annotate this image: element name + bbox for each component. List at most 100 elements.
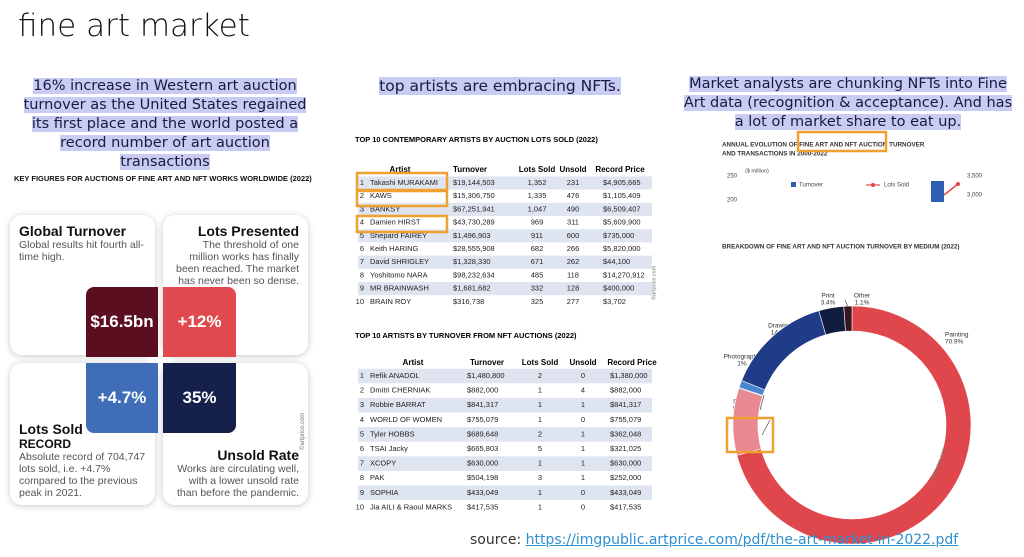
cell: $841,317 <box>467 400 498 409</box>
cell: $417,535 <box>467 502 498 511</box>
highlight-box <box>796 130 888 153</box>
cell: 3 <box>538 473 542 482</box>
figure-tile: 35% <box>163 363 236 433</box>
column-header: Record Price <box>595 165 645 174</box>
cell: $433,049 <box>610 488 641 497</box>
cell: $1,105,409 <box>603 191 641 200</box>
cell: 8 <box>360 270 364 279</box>
right-headline: Market analysts are chunking NFTs into F… <box>678 75 1018 132</box>
cell: 4 <box>581 386 585 395</box>
cell: $1,380,000 <box>610 371 648 380</box>
source: source: https://imgpublic.artprice.com/p… <box>470 532 958 548</box>
donut-slice <box>732 387 763 456</box>
legend-label: Turnover <box>799 183 823 189</box>
slice-label: Other <box>854 293 871 300</box>
bar-fragment <box>931 181 944 202</box>
y2-tick-label: 3,500 <box>967 174 983 180</box>
table: TOP 10 ARTISTS BY TURNOVER FROM NFT AUCT… <box>355 331 657 511</box>
cell: 266 <box>567 244 580 253</box>
cell: $67,251,941 <box>453 204 495 213</box>
cell: $44,100 <box>603 257 630 266</box>
cell: 2 <box>360 191 364 200</box>
cell: $689,648 <box>467 429 498 438</box>
card-title: Unsold Rate <box>217 447 299 463</box>
cell: XCOPY <box>370 459 396 468</box>
cell: 8 <box>360 473 364 482</box>
cell: 0 <box>581 415 585 424</box>
slice-value: 70.9% <box>945 339 964 346</box>
cell: $630,000 <box>610 459 641 468</box>
cell: $1,480,800 <box>467 371 505 380</box>
cell: Takashi MURAKAMI <box>370 178 438 187</box>
figures-caption: KEY FIGURES FOR AUCTIONS OF FINE ART AND… <box>14 174 312 183</box>
cell: 332 <box>531 284 544 293</box>
cell: $19,144,503 <box>453 178 495 187</box>
cell: 485 <box>531 270 544 279</box>
cell: $841,317 <box>610 400 641 409</box>
card-text: Absolute record of 704,747 lots sold, i.… <box>19 451 146 499</box>
card-title: Lots Sold <box>19 421 83 437</box>
cell: $362,048 <box>610 429 641 438</box>
cell: 1 <box>538 488 542 497</box>
donut-slice <box>843 305 853 332</box>
donut <box>732 305 972 545</box>
cell: 1 <box>360 178 364 187</box>
cell: 5 <box>360 231 364 240</box>
y2-tick-label: 3,000 <box>967 193 983 199</box>
cell: 0 <box>581 371 585 380</box>
row-band <box>358 176 652 190</box>
figure-tile: +4.7% <box>86 363 158 433</box>
tables: TOP 10 CONTEMPORARY ARTISTS BY AUCTION L… <box>355 135 657 511</box>
cell: $665,803 <box>467 444 498 453</box>
cell: 3 <box>360 400 364 409</box>
column-header: Artist <box>403 358 424 367</box>
cell: 9 <box>360 488 364 497</box>
cell: 6 <box>360 444 364 453</box>
cell: Tyler HOBBS <box>370 429 415 438</box>
card-text: The threshold of one million works has f… <box>176 239 299 287</box>
table-title: TOP 10 ARTISTS BY TURNOVER FROM NFT AUCT… <box>355 331 577 340</box>
cell: $1,681,682 <box>453 284 491 293</box>
cell: Jia AILI & Raoul MARKS <box>370 502 452 511</box>
cell: 9 <box>360 284 364 293</box>
source-label: source: <box>470 532 522 548</box>
cell: $400,000 <box>603 284 634 293</box>
source-link[interactable]: https://imgpublic.artprice.com/pdf/the-a… <box>525 532 959 548</box>
column-header: Unsold <box>559 165 586 174</box>
cell: 118 <box>567 270 579 279</box>
row-band <box>358 282 652 296</box>
donut-slice <box>736 305 972 545</box>
cell: $6,509,407 <box>603 204 641 213</box>
cell: KAWS <box>370 191 392 200</box>
cell: $5,609,900 <box>603 218 641 227</box>
cell: 490 <box>567 204 580 213</box>
slice-label: Print <box>821 293 835 300</box>
highlight-box <box>355 214 449 234</box>
slice-label: Drawing <box>768 323 792 330</box>
cell: 1 <box>538 386 542 395</box>
cell: 911 <box>531 231 543 240</box>
table-title: TOP 10 CONTEMPORARY ARTISTS BY AUCTION L… <box>355 135 598 144</box>
cell: Shepard FAIREY <box>370 231 427 240</box>
headline-text: 16% increase in Western art auction turn… <box>23 78 307 170</box>
cell: 671 <box>531 257 544 266</box>
cell: 128 <box>567 284 580 293</box>
card-badge: RECORD <box>19 437 72 451</box>
cell: 3 <box>360 204 364 213</box>
row-band <box>358 397 652 413</box>
line-fragment <box>943 183 959 196</box>
cell: 325 <box>531 297 544 306</box>
cell: $321,025 <box>610 444 641 453</box>
cell: 0 <box>581 502 585 511</box>
cell: 1,047 <box>528 204 547 213</box>
cell: $14,270,912 <box>603 270 645 279</box>
cell: 10 <box>356 502 364 511</box>
chart-title: AND TRANSACTIONS IN 2000-2022 <box>722 151 828 158</box>
headline-text: Market analysts are chunking NFTs into F… <box>683 76 1013 130</box>
cell: $504,198 <box>467 473 498 482</box>
y-tick-label: 200 <box>727 198 738 204</box>
card-text: Global results hit fourth all-time high. <box>19 239 144 263</box>
cell: $1,328,330 <box>453 257 491 266</box>
cell: PAK <box>370 473 384 482</box>
